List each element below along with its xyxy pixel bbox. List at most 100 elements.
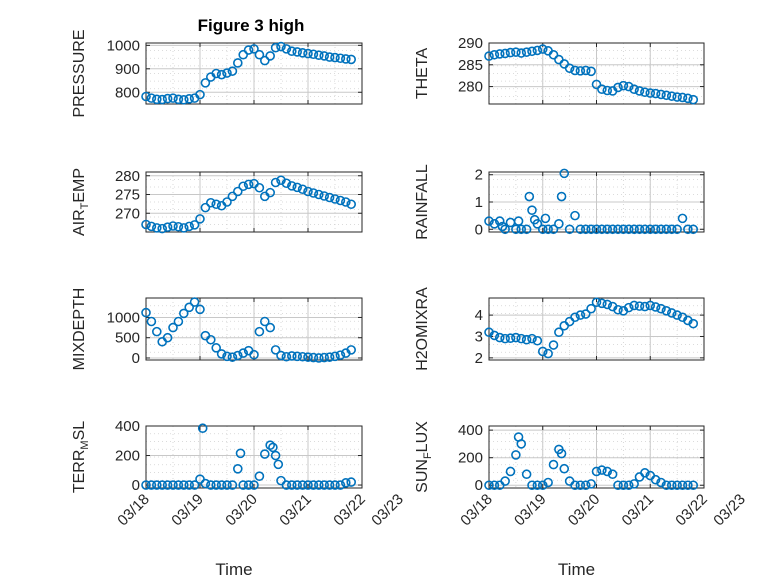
data-point xyxy=(340,54,351,64)
data-point xyxy=(281,480,292,490)
data-point xyxy=(537,346,548,357)
data-point xyxy=(152,223,162,233)
data-point xyxy=(157,480,167,490)
data-point xyxy=(179,94,189,105)
data-point xyxy=(227,480,238,490)
data-point xyxy=(650,302,661,312)
y-tick-label: 200 xyxy=(458,450,483,467)
data-point xyxy=(537,224,548,235)
data-point xyxy=(152,480,162,490)
data-point xyxy=(308,49,319,60)
data-point xyxy=(265,187,276,198)
data-point xyxy=(656,477,666,488)
data-point xyxy=(688,224,699,235)
data-point xyxy=(238,181,248,192)
data-point xyxy=(189,480,200,490)
y-tick-label: 275 xyxy=(115,187,140,204)
data-point xyxy=(270,345,281,355)
data-point xyxy=(559,463,570,474)
data-point xyxy=(500,333,510,344)
data-point xyxy=(613,304,623,315)
data-point xyxy=(179,308,189,319)
data-point xyxy=(243,179,254,190)
data-point xyxy=(254,326,265,337)
data-point xyxy=(548,459,559,470)
data-point xyxy=(532,219,543,229)
data-point xyxy=(184,302,194,313)
data-point xyxy=(688,94,699,105)
data-point xyxy=(308,352,319,363)
data-point xyxy=(575,224,586,235)
data-point xyxy=(661,90,672,101)
x-tick-label: 03/20 xyxy=(565,491,604,530)
data-point xyxy=(330,351,340,362)
y-axis-label: PRESSURE xyxy=(71,29,88,117)
data-point xyxy=(602,466,613,477)
data-point xyxy=(268,442,278,453)
data-point xyxy=(672,224,682,235)
x-tick-label: 03/18 xyxy=(114,491,153,530)
data-point xyxy=(645,224,656,235)
x-tick-label: 03/19 xyxy=(511,491,550,530)
data-point xyxy=(313,189,324,200)
data-point xyxy=(184,221,194,232)
data-point xyxy=(189,297,200,307)
data-point xyxy=(189,220,200,230)
data-point xyxy=(497,221,508,232)
data-point xyxy=(195,304,205,315)
data-point xyxy=(683,93,693,104)
data-point xyxy=(168,322,178,333)
data-point xyxy=(297,480,308,490)
data-point xyxy=(586,66,596,77)
x-tick-label: 03/20 xyxy=(222,491,261,530)
data-point xyxy=(238,480,248,490)
data-point xyxy=(591,297,602,308)
data-point xyxy=(200,478,211,489)
data-point xyxy=(505,333,516,343)
data-point xyxy=(532,480,543,491)
y-tick-label: 1 xyxy=(475,194,483,211)
data-point xyxy=(222,351,232,362)
data-point xyxy=(330,52,340,63)
data-point xyxy=(634,224,645,235)
y-tick-label: 0 xyxy=(132,350,140,367)
data-point xyxy=(570,312,580,323)
data-point xyxy=(489,219,500,229)
data-point xyxy=(222,68,232,78)
data-point xyxy=(292,351,303,362)
data-point xyxy=(249,480,259,490)
data-point xyxy=(688,480,699,491)
y-tick-label: 290 xyxy=(458,35,483,52)
data-point xyxy=(672,310,682,320)
data-point xyxy=(249,44,259,54)
data-point xyxy=(303,48,313,59)
data-point xyxy=(335,480,346,490)
data-point xyxy=(650,88,661,99)
y-tick-label: 400 xyxy=(115,418,140,435)
data-point xyxy=(141,307,151,318)
data-point xyxy=(688,318,699,329)
data-point xyxy=(586,224,596,235)
data-point xyxy=(168,480,178,490)
data-point xyxy=(146,480,157,490)
data-point xyxy=(308,188,319,198)
data-point xyxy=(254,182,265,193)
data-point xyxy=(661,224,672,235)
data-point xyxy=(335,350,346,360)
data-point xyxy=(661,480,672,491)
data-point xyxy=(206,197,216,208)
data-point xyxy=(157,94,167,105)
data-point xyxy=(629,84,639,94)
x-tick-label: 03/21 xyxy=(619,491,658,530)
data-point xyxy=(179,223,189,233)
data-point xyxy=(330,194,340,204)
data-point xyxy=(157,223,167,234)
data-point xyxy=(516,333,527,344)
data-point xyxy=(548,224,559,235)
data-point xyxy=(532,335,543,346)
data-point xyxy=(602,299,613,310)
data-point xyxy=(168,221,178,231)
data-point xyxy=(623,480,634,491)
data-point xyxy=(559,320,570,331)
data-point xyxy=(591,224,602,235)
